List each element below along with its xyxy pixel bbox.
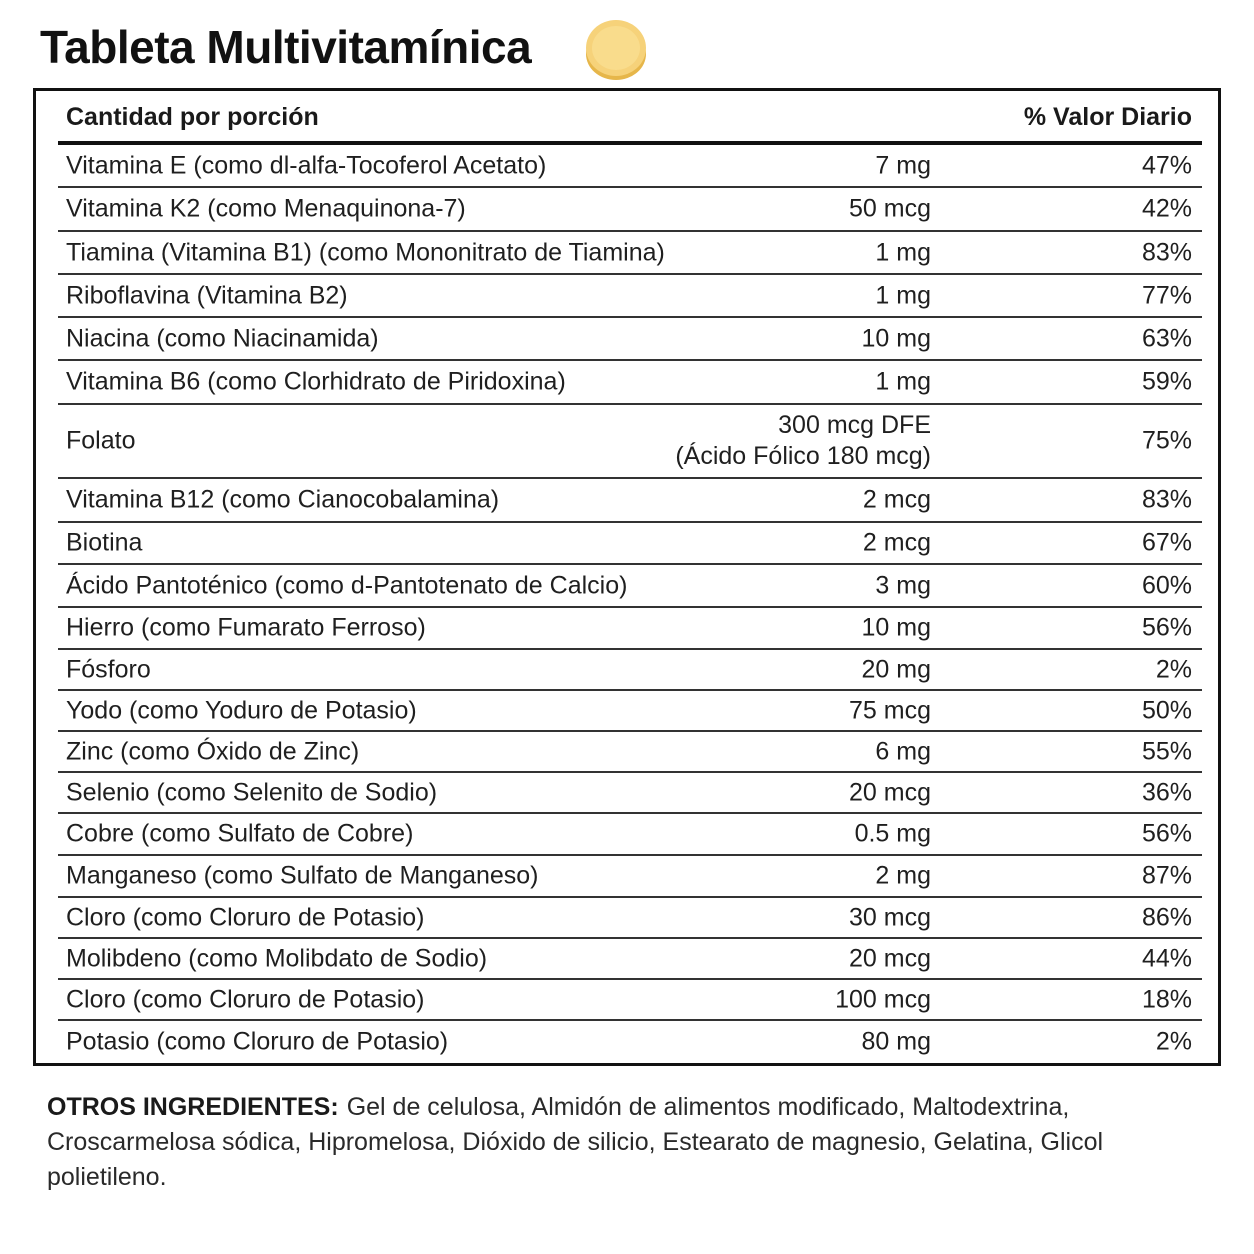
- table-row: Tiamina (Vitamina B1) (como Mononitrato …: [58, 232, 1202, 275]
- table-row: Manganeso (como Sulfato de Manganeso) 2 m…: [58, 856, 1202, 898]
- nutrient-name: Niacina (como Niacinamida): [66, 324, 379, 352]
- nutrient-daily-value: 56%: [1141, 819, 1192, 848]
- nutrient-amount: 30 mcg: [849, 902, 931, 931]
- nutrient-amount: 50 mcg: [849, 194, 931, 223]
- nutrient-name: Vitamina B6 (como Clorhidrato de Piridox…: [66, 367, 566, 396]
- nutrient-name: Yodo (como Yoduro de Potasio): [66, 696, 417, 724]
- nutrient-daily-value: 67%: [1141, 528, 1192, 557]
- other-ingredients-label: OTROS INGREDIENTES:: [47, 1093, 339, 1121]
- table-header: Cantidad por porción % Valor Diario: [58, 91, 1202, 145]
- nutrient-amount: 2 mcg: [862, 485, 931, 514]
- table-row: Potasio (como Cloruro de Potasio) 80 mg 2%: [58, 1021, 1202, 1062]
- nutrient-name: Ácido Pantoténico (como d-Pantotenato de…: [66, 571, 628, 599]
- nutrient-name: Vitamina B12 (como Cianocobalamina): [66, 485, 500, 514]
- nutrient-name: Folato: [66, 426, 136, 455]
- nutrient-daily-value: 75%: [1141, 426, 1192, 455]
- nutrient-amount: 75 mcg: [849, 695, 931, 724]
- nutrient-name: Potasio (como Cloruro de Potasio): [66, 1027, 449, 1055]
- other-ingredients-text: Gel de celulosa, Almidón de alimentos mo…: [47, 1093, 1104, 1191]
- table-row: Vitamina K2 (como Menaquinona-7) 50 mcg 42…: [58, 188, 1202, 232]
- nutrient-daily-value: 56%: [1141, 613, 1192, 642]
- nutrient-daily-value: 2%: [1155, 655, 1192, 683]
- nutrient-daily-value: 44%: [1141, 944, 1192, 972]
- nutrient-amount: 1 mg: [875, 367, 931, 396]
- nutrient-name: Vitamina K2 (como Menaquinona-7): [66, 194, 466, 223]
- table-row: Cloro (como Cloruro de Potasio) 100 mcg 18…: [58, 980, 1202, 1021]
- nutrient-amount: 10 mg: [861, 323, 931, 352]
- table-row: Selenio (como Selenito de Sodio) 20 mcg 36…: [58, 773, 1202, 814]
- nutrient-amount-line: 300 mcg DFE: [778, 410, 931, 439]
- nutrient-daily-value: 50%: [1141, 696, 1192, 724]
- daily-value-header: % Valor Diario: [1023, 103, 1192, 131]
- nutrient-amount-detail: (Ácido Fólico 180 mcg): [675, 442, 931, 470]
- nutrient-amount: 0.5 mg: [854, 819, 931, 848]
- nutrient-amount: 10 mg: [861, 613, 931, 642]
- nutrient-amount: 20 mcg: [849, 943, 931, 972]
- nutrient-amount: 3 mg: [875, 570, 931, 599]
- nutrient-name: Molibdeno (como Molibdato de Sodio): [66, 944, 488, 972]
- nutrient-amount: 1 mg: [875, 237, 931, 266]
- nutrient-name: Cloro (como Cloruro de Potasio): [66, 985, 425, 1013]
- table-row: Cloro (como Cloruro de Potasio) 30 mcg 86%: [58, 898, 1202, 939]
- nutrient-amount: 1 mg: [875, 280, 931, 309]
- nutrient-name: Cloro (como Cloruro de Potasio): [66, 903, 425, 931]
- table-row: Vitamina E (como dl-alfa-Tocoferol Aceta…: [58, 145, 1202, 188]
- nutrient-amount: 6 mg: [875, 736, 931, 765]
- nutrient-daily-value: 18%: [1141, 985, 1192, 1013]
- other-ingredients: OTROS INGREDIENTES: Gel de celulosa, Almi…: [47, 1090, 1207, 1195]
- table-row: Vitamina B6 (como Clorhidrato de Piridox…: [58, 361, 1202, 405]
- nutrient-rows: Vitamina E (como dl-alfa-Tocoferol Aceta…: [58, 145, 1202, 1062]
- table-row: Folato 300 mcg DFE (Ácido Fólico 180 mcg) 7…: [58, 405, 1202, 479]
- nutrient-daily-value: 63%: [1141, 324, 1192, 352]
- nutrient-daily-value: 83%: [1141, 485, 1192, 514]
- table-row: Niacina (como Niacinamida) 10 mg 63%: [58, 318, 1202, 361]
- table-row: Vitamina B12 (como Cianocobalamina) 2 mcg…: [58, 479, 1202, 523]
- nutrient-name: Hierro (como Fumarato Ferroso): [66, 613, 426, 642]
- amount-per-serving-header: Cantidad por porción: [66, 103, 319, 131]
- table-row: Molibdeno (como Molibdato de Sodio) 20 mc…: [58, 939, 1202, 980]
- nutrient-name: Manganeso (como Sulfato de Manganeso): [66, 861, 539, 890]
- table-row: Ácido Pantoténico (como d-Pantotenato de…: [58, 565, 1202, 608]
- nutrient-daily-value: 42%: [1141, 194, 1192, 223]
- nutrient-daily-value: 59%: [1141, 367, 1192, 396]
- nutrient-amount: 100 mcg: [835, 984, 931, 1013]
- table-row: Riboflavina (Vitamina B2) 1 mg 77%: [58, 275, 1202, 318]
- nutrient-amount: 20 mcg: [849, 777, 931, 806]
- nutrient-name: Vitamina E (como dl-alfa-Tocoferol Aceta…: [66, 151, 547, 179]
- nutrient-amount: 2 mg: [875, 861, 931, 890]
- nutrient-amount: 7 mg: [875, 150, 931, 179]
- tablet-icon: [586, 20, 646, 80]
- table-row: Zinc (como Óxido de Zinc) 6 mg 55%: [58, 732, 1202, 773]
- nutrient-daily-value: 47%: [1141, 151, 1192, 179]
- nutrient-daily-value: 86%: [1141, 903, 1192, 931]
- table-row: Cobre (como Sulfato de Cobre) 0.5 mg 56%: [58, 814, 1202, 856]
- nutrient-name: Fósforo: [66, 655, 151, 683]
- table-row: Yodo (como Yoduro de Potasio) 75 mcg 50%: [58, 691, 1202, 732]
- nutrient-daily-value: 77%: [1141, 281, 1192, 309]
- nutrient-name: Cobre (como Sulfato de Cobre): [66, 819, 414, 848]
- nutrient-name: Riboflavina (Vitamina B2): [66, 281, 348, 309]
- nutrient-daily-value: 55%: [1141, 737, 1192, 765]
- supplement-facts-table: Cantidad por porción % Valor Diario Vita…: [33, 88, 1221, 1066]
- nutrient-daily-value: 60%: [1141, 571, 1192, 599]
- table-row: Biotina 2 mcg 67%: [58, 523, 1202, 565]
- nutrient-daily-value: 87%: [1141, 861, 1192, 890]
- nutrient-daily-value: 36%: [1141, 778, 1192, 806]
- nutrient-daily-value: 83%: [1141, 238, 1192, 266]
- nutrient-amount: 20 mg: [861, 654, 931, 683]
- nutrient-name: Biotina: [66, 528, 143, 557]
- nutrient-name: Selenio (como Selenito de Sodio): [66, 778, 438, 806]
- nutrient-daily-value: 2%: [1155, 1027, 1192, 1055]
- nutrient-amount: 80 mg: [861, 1026, 931, 1055]
- nutrient-amount: 2 mcg: [862, 528, 931, 557]
- page-title: Tableta Multivitamínica: [40, 21, 532, 73]
- nutrient-name: Tiamina (Vitamina B1) (como Mononitrato …: [66, 238, 665, 266]
- table-row: Fósforo 20 mg 2%: [58, 650, 1202, 691]
- nutrient-name: Zinc (como Óxido de Zinc): [66, 737, 360, 765]
- table-row: Hierro (como Fumarato Ferroso) 10 mg 56%: [58, 608, 1202, 650]
- nutrient-amount: 300 mcg DFE (Ácido Fólico 180 mcg): [675, 410, 931, 473]
